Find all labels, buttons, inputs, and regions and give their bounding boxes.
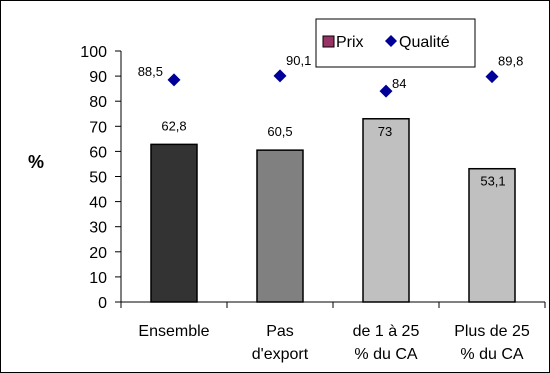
bar-prix <box>256 149 304 303</box>
data-label-prix: 73 <box>378 124 392 139</box>
x-category-label: Pas d'export <box>252 323 309 363</box>
legend: Prix Qualité <box>315 18 476 68</box>
data-label-qualite: 90,1 <box>286 53 311 68</box>
legend-box <box>315 18 476 68</box>
legend-swatch-qualite <box>385 35 397 47</box>
x-category-label: Ensemble <box>138 323 209 340</box>
data-label-prix: 53,1 <box>480 174 505 189</box>
y-tick-label: 0 <box>98 295 107 312</box>
data-label-prix: 62,8 <box>161 118 186 133</box>
marker-qualite <box>273 69 287 83</box>
y-tick-label: 60 <box>89 144 107 161</box>
y-tick-label: 70 <box>89 119 107 136</box>
x-category-label: Plus de 25% du CA <box>454 323 530 363</box>
legend-label-qualite: Qualité <box>399 34 450 51</box>
marker-qualite <box>379 84 393 98</box>
markers <box>167 69 499 98</box>
x-category-label: de 1 à 25% du CA <box>353 323 420 363</box>
y-axis-label: % <box>28 152 44 172</box>
labels: 62,8 60,5 73 53,1 88,5 90,1 84 89,8 <box>138 53 524 189</box>
marker-qualite <box>167 73 181 87</box>
bar-prix <box>362 118 410 303</box>
axes: 0 10 20 30 40 50 60 70 80 90 100 Ensemble Pas d'expor… <box>80 44 546 363</box>
bars <box>150 118 516 303</box>
data-label-qualite: 84 <box>392 76 406 91</box>
data-label-qualite: 89,8 <box>498 54 523 69</box>
y-tick-label: 100 <box>80 44 107 61</box>
y-tick-label: 10 <box>89 270 107 287</box>
data-label-qualite: 88,5 <box>138 64 163 79</box>
bar-prix <box>468 167 516 303</box>
legend-label-prix: Prix <box>336 34 364 51</box>
data-label-prix: 60,5 <box>267 124 292 139</box>
y-tick-label: 50 <box>89 170 107 187</box>
bar-prix <box>150 143 198 303</box>
y-tick-label: 30 <box>89 220 107 237</box>
y-tick-label: 40 <box>89 195 107 212</box>
marker-qualite <box>485 70 499 84</box>
y-tick-label: 20 <box>89 245 107 262</box>
y-tick-label: 80 <box>89 94 107 111</box>
legend-swatch-prix <box>322 35 335 48</box>
y-tick-label: 90 <box>89 69 107 86</box>
